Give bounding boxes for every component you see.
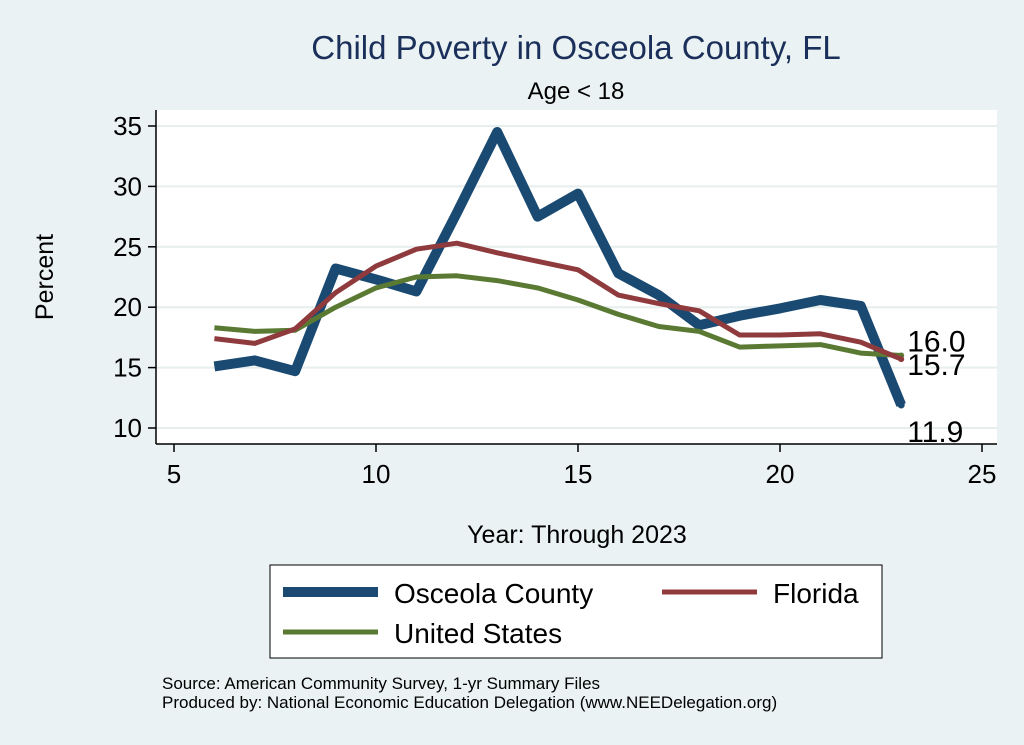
end-label-united-states: 16.0 — [907, 326, 965, 359]
end-label-osceola-county: 11.9 — [907, 416, 963, 449]
legend-box — [269, 564, 883, 659]
chart-subtitle: Age < 18 — [528, 78, 625, 105]
y-tick-label-15: 15 — [113, 353, 142, 383]
series-endpoint-florida — [898, 356, 905, 363]
y-axis-label: Percent — [31, 234, 59, 320]
legend: Osceola County Florida United States — [269, 564, 883, 659]
y-tick-label-30: 30 — [113, 171, 142, 201]
plot-area — [156, 110, 997, 444]
y-tick-label-25: 25 — [113, 232, 142, 262]
y-axis: 10 15 20 25 30 35 — [113, 110, 157, 444]
x-tick-label-15: 15 — [564, 459, 593, 489]
legend-label-united-states: United States — [394, 618, 562, 649]
series-line-osceola-county — [213, 127, 906, 407]
y-tick-label-20: 20 — [113, 292, 142, 322]
y-tick-label-35: 35 — [113, 111, 142, 141]
x-axis: 5 10 15 20 25 — [156, 443, 997, 489]
source-line-1: Source: American Community Survey, 1-yr … — [162, 674, 600, 693]
series-line-florida — [214, 240, 903, 362]
series-line-united-states — [214, 273, 902, 358]
x-tick-label-5: 5 — [167, 459, 181, 489]
legend-label-florida: Florida — [773, 578, 859, 609]
x-axis-label: Year: Through 2023 — [467, 521, 687, 549]
source-line-2: Produced by: National Economic Education… — [162, 693, 777, 712]
x-tick-label-10: 10 — [362, 459, 391, 489]
series-endpoint-osceola-county — [897, 401, 905, 409]
end-label-florida: 15.7 — [907, 349, 965, 382]
y-tick-label-10: 10 — [113, 413, 142, 443]
chart-title: Child Poverty in Osceola County, FL — [311, 29, 840, 66]
x-tick-label-25: 25 — [968, 459, 997, 489]
legend-label-osceola: Osceola County — [394, 578, 593, 609]
series-lines — [213, 127, 906, 409]
x-tick-label-20: 20 — [766, 459, 795, 489]
end-labels: 16.015.7 11.9 — [907, 326, 965, 450]
